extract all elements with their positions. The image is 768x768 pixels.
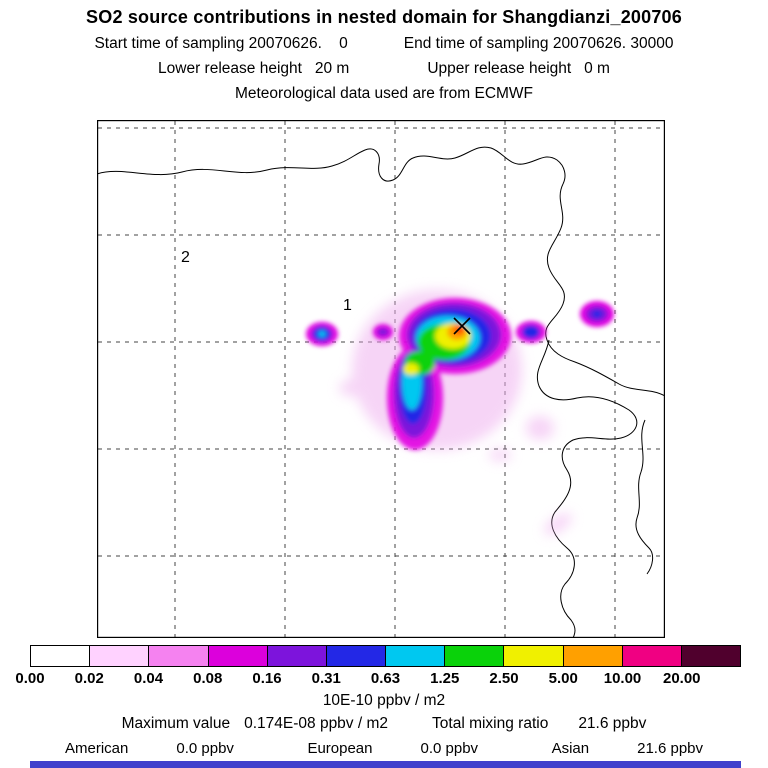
contribution-value: 0.0 ppbv <box>176 740 234 757</box>
colorbar-tick-label: 0.31 <box>311 670 341 687</box>
plume-satellite-blobs <box>306 301 614 346</box>
colorbar-segment <box>445 646 505 666</box>
colorbar-tick-label: 0.63 <box>370 670 401 687</box>
bottom-partial-bar <box>30 761 741 768</box>
colorbar-tick-label: 0.08 <box>193 670 223 687</box>
map-svg: 2 1 <box>97 120 665 638</box>
colorbar-segment <box>208 646 268 666</box>
contributions-row: American 0.0 ppbv European 0.0 ppbv Asian 21.… <box>65 740 703 757</box>
colorbar-tick-label: 2.50 <box>489 670 519 687</box>
total-mixing-label: Total mixing ratio <box>432 715 549 732</box>
colorbar-tick-labels: 0.00 0.02 0.04 0.08 0.16 0.31 0.63 1.25 2.50 5.00… <box>15 670 741 688</box>
colorbar-tick-label: 1.25 <box>430 670 460 687</box>
upper-height-text: Upper release height 0 m <box>427 60 610 77</box>
max-value-label: Maximum value <box>121 715 231 732</box>
contribution-value: 0.0 ppbv <box>420 740 479 757</box>
colorbar-segment <box>90 646 150 666</box>
map-panel: 2 1 <box>97 120 665 638</box>
contribution-item: American 0.0 ppbv <box>65 740 234 757</box>
start-time-text: Start time of sampling 20070626. 0 <box>94 35 348 52</box>
colorbar-segment <box>504 646 564 666</box>
colorbar-units-label: 10E-10 ppbv / m2 <box>322 692 446 709</box>
contribution-item: Asian 21.6 ppbv <box>552 740 703 757</box>
receptor-marker-icon <box>453 317 471 335</box>
colorbar-tick-label: 10.00 <box>603 670 642 687</box>
lower-height-text: Lower release height 20 m <box>158 60 350 77</box>
colorbar-segment <box>681 646 741 666</box>
colorbar-segment <box>326 646 387 666</box>
coastline <box>97 146 665 638</box>
colorbar-tick-label: 0.02 <box>74 670 104 687</box>
contribution-region-label: American <box>65 740 129 757</box>
colorbar-tick-label: 20.00 <box>662 670 701 687</box>
contribution-region-label: European <box>307 740 373 757</box>
end-time-text: End time of sampling 20070626. 30000 <box>403 35 674 52</box>
colorbar-segment <box>386 646 446 666</box>
colorbar-tick-label: 5.00 <box>548 670 578 687</box>
figure-title: SO2 source contributions in nested domai… <box>86 7 682 27</box>
colorbar <box>30 645 741 667</box>
map-border <box>97 120 665 638</box>
contribution-item: European 0.0 ppbv <box>307 740 478 757</box>
colorbar-segment <box>31 646 91 666</box>
contribution-value: 21.6 ppbv <box>637 740 703 757</box>
met-source-row: Meteorological data used are from ECMWF <box>0 85 768 103</box>
domain-label-2: 2 <box>181 249 190 266</box>
colorbar-tick-label: 0.00 <box>15 670 45 687</box>
colorbar-segment <box>267 646 327 666</box>
met-source-text: Meteorological data used are from ECMWF <box>234 85 534 102</box>
concentration-plume <box>387 298 511 450</box>
colorbar-segment <box>149 646 209 666</box>
colorbar-segment <box>563 646 623 666</box>
colorbar-segment <box>622 646 682 666</box>
contribution-region-label: Asian <box>551 740 590 757</box>
colorbar-tick-label: 0.16 <box>252 670 282 687</box>
colorbar-tick-label: 0.04 <box>133 670 164 687</box>
domain-label-1: 1 <box>343 297 352 314</box>
sampling-times-row: Start time of sampling 20070626. 0 End t… <box>0 35 768 53</box>
stats-row: Maximum value 0.174E-08 ppbv / m2 Total … <box>0 715 768 733</box>
release-heights-row: Lower release height 20 m Upper release … <box>0 60 768 78</box>
total-mixing-value: 21.6 ppbv <box>578 715 647 732</box>
max-value-text: 0.174E-08 ppbv / m2 <box>244 715 389 732</box>
